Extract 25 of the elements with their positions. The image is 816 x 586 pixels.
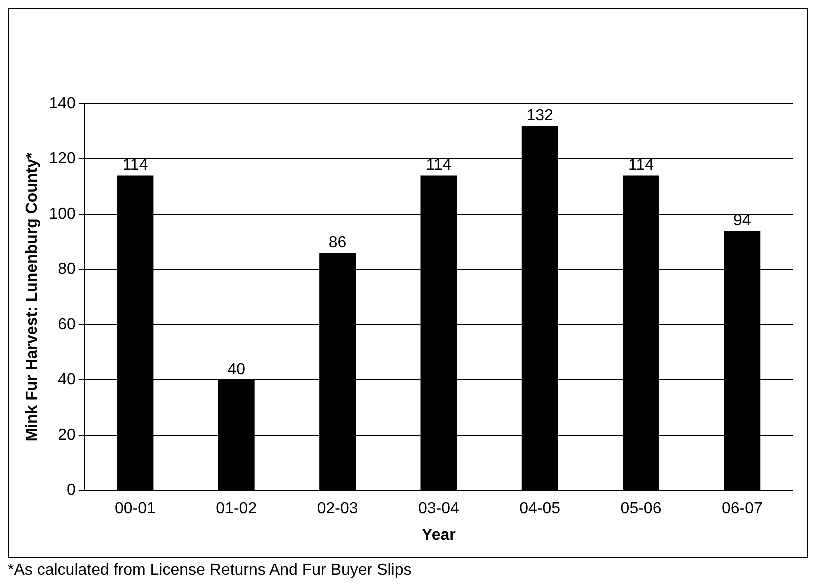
data-label: 40: [228, 362, 246, 379]
y-tick-label: 100: [49, 206, 76, 223]
y-tick-label: 80: [58, 261, 76, 278]
x-tick-label: 00-01: [115, 500, 156, 518]
x-tick-label: 03-04: [418, 500, 460, 518]
data-label: 114: [628, 157, 654, 174]
x-tick-label: 01-02: [216, 500, 258, 518]
y-tick-label: 20: [58, 426, 76, 444]
data-label: 114: [122, 157, 148, 174]
x-axis-title: Year: [422, 526, 456, 544]
y-axis-title: Mink Fur Harvest: Lunenburg County*: [24, 152, 42, 442]
text: *As calculated from License Returns And Fur Buyer Slips: [8, 562, 413, 580]
x-tick-label: 06-07: [722, 500, 763, 518]
y-tick-label: 60: [58, 316, 76, 334]
data-label: 94: [734, 212, 752, 230]
data-label: 132: [526, 108, 554, 124]
y-tick-label: 40: [58, 372, 76, 389]
y-tick-label: 0: [66, 482, 76, 500]
x-tick-label: 02-03: [317, 500, 358, 518]
x-tick-label: 05-06: [620, 500, 662, 518]
y-tick-label: 120: [49, 150, 76, 168]
y-tick-label: 140: [49, 95, 76, 112]
data-label: 114: [426, 157, 452, 174]
x-tick-label: 04-05: [520, 500, 561, 518]
data-label: 86: [328, 234, 347, 252]
